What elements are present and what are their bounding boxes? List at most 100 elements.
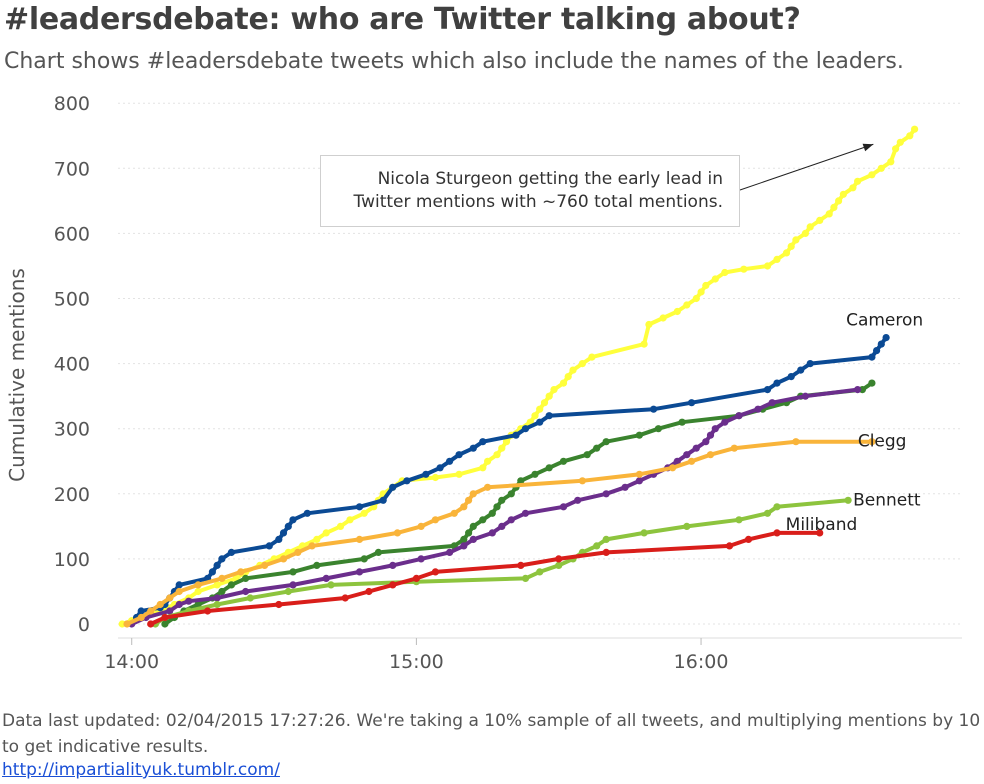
series-bennett	[151, 496, 852, 628]
clegg-point	[792, 438, 800, 446]
sturgeon-point	[322, 529, 330, 537]
clegg-point	[450, 509, 458, 517]
miliband-point	[147, 620, 155, 628]
y-tick-label: 300	[54, 419, 90, 441]
sturgeon-point	[313, 535, 321, 544]
sturgeon-point	[792, 236, 800, 244]
farage-point	[673, 457, 681, 465]
cameron-point	[227, 548, 235, 557]
farage-point	[289, 581, 297, 589]
sturgeon-point	[782, 249, 791, 257]
salmond-point	[469, 522, 477, 531]
sturgeon-point	[773, 255, 781, 263]
cameron-point	[279, 529, 288, 537]
series-clegg	[123, 438, 876, 628]
sturgeon-point	[825, 210, 833, 218]
farage-point	[242, 587, 250, 596]
cameron-point	[446, 457, 454, 465]
arrow-line	[739, 143, 874, 191]
salmond-point	[507, 490, 515, 498]
sturgeon-point	[431, 473, 439, 482]
miliband-point	[161, 613, 169, 622]
bennett-point	[327, 581, 335, 589]
salmond-point	[593, 444, 601, 452]
clegg-point	[194, 581, 202, 589]
sturgeon-point	[816, 216, 824, 224]
farage-point	[854, 386, 862, 394]
miliband-point	[602, 548, 610, 557]
cameron-point	[389, 483, 397, 491]
sturgeon-point	[854, 177, 862, 185]
salmond-point	[479, 516, 487, 524]
farage-point	[389, 561, 397, 570]
sturgeon-point	[673, 307, 681, 316]
salmond-point	[360, 555, 368, 563]
farage-point	[706, 431, 715, 439]
sturgeon-point	[531, 412, 539, 420]
cameron-point	[763, 386, 772, 394]
clegg-point	[868, 438, 876, 446]
cameron-point	[275, 535, 283, 544]
label-clegg: Clegg	[858, 432, 907, 452]
clegg-point	[218, 574, 226, 583]
source-link[interactable]: http://impartialityuk.tumblr.com/	[2, 760, 280, 780]
farage-point	[621, 483, 629, 491]
footer-note: Data last updated: 02/04/2015 17:27:26. …	[2, 711, 981, 757]
sturgeon-point	[569, 366, 577, 374]
clegg-point	[465, 496, 473, 504]
bennett-point	[536, 568, 544, 576]
label-bennett: Bennett	[853, 490, 921, 510]
y-axis-label: Cumulative mentions	[5, 268, 29, 482]
sturgeon-point	[559, 379, 568, 387]
farage-point	[469, 535, 477, 544]
chart-subtitle: Chart shows #leadersdebate tweets which …	[4, 49, 904, 74]
clegg-point	[706, 451, 715, 459]
sturgeon-point	[346, 516, 354, 524]
cameron-point	[806, 360, 814, 368]
cameron-point	[379, 496, 387, 504]
sturgeon-point	[787, 242, 795, 250]
sturgeon-point	[892, 145, 900, 153]
clegg-point	[578, 477, 587, 485]
sturgeon-point	[887, 158, 895, 166]
cameron-point	[355, 503, 364, 511]
sturgeon-point	[545, 392, 553, 400]
salmond-point	[465, 529, 473, 537]
y-tick-label: 500	[54, 289, 90, 311]
sturgeon-point	[692, 294, 700, 303]
salmond-point	[161, 620, 169, 628]
sturgeon-point	[839, 190, 848, 198]
cameron-point	[873, 347, 881, 355]
cameron-point	[436, 464, 444, 472]
miliband-point	[389, 581, 397, 589]
cameron-point	[868, 353, 876, 361]
clegg-point	[417, 522, 425, 531]
salmond-point	[227, 581, 235, 589]
sturgeon-point	[360, 509, 368, 517]
sturgeon-point	[564, 373, 572, 381]
cameron-point	[650, 405, 658, 413]
y-tick-label: 600	[54, 223, 90, 245]
salmond-point	[374, 548, 382, 557]
miliband-line	[148, 530, 822, 626]
farage-point	[460, 542, 468, 550]
miliband-point	[431, 568, 439, 576]
y-tick-label: 200	[54, 484, 90, 506]
clegg-line	[125, 439, 874, 626]
x-tick-label: 14:00	[104, 651, 159, 673]
x-tick-label: 15:00	[389, 651, 444, 673]
sturgeon-point	[868, 171, 876, 179]
salmond-point	[289, 568, 297, 576]
sturgeon-point	[493, 451, 501, 459]
clegg-point	[393, 529, 401, 537]
y-tick-label: 0	[78, 614, 90, 636]
farage-point	[683, 451, 691, 459]
bennett-point	[640, 529, 648, 537]
series-lines	[118, 125, 919, 628]
miliband-point	[275, 600, 283, 609]
cameron-point	[787, 373, 795, 381]
salmond-point	[488, 509, 496, 517]
sturgeon-point	[578, 360, 587, 368]
salmond-point	[498, 496, 506, 504]
cameron-point	[403, 477, 411, 485]
